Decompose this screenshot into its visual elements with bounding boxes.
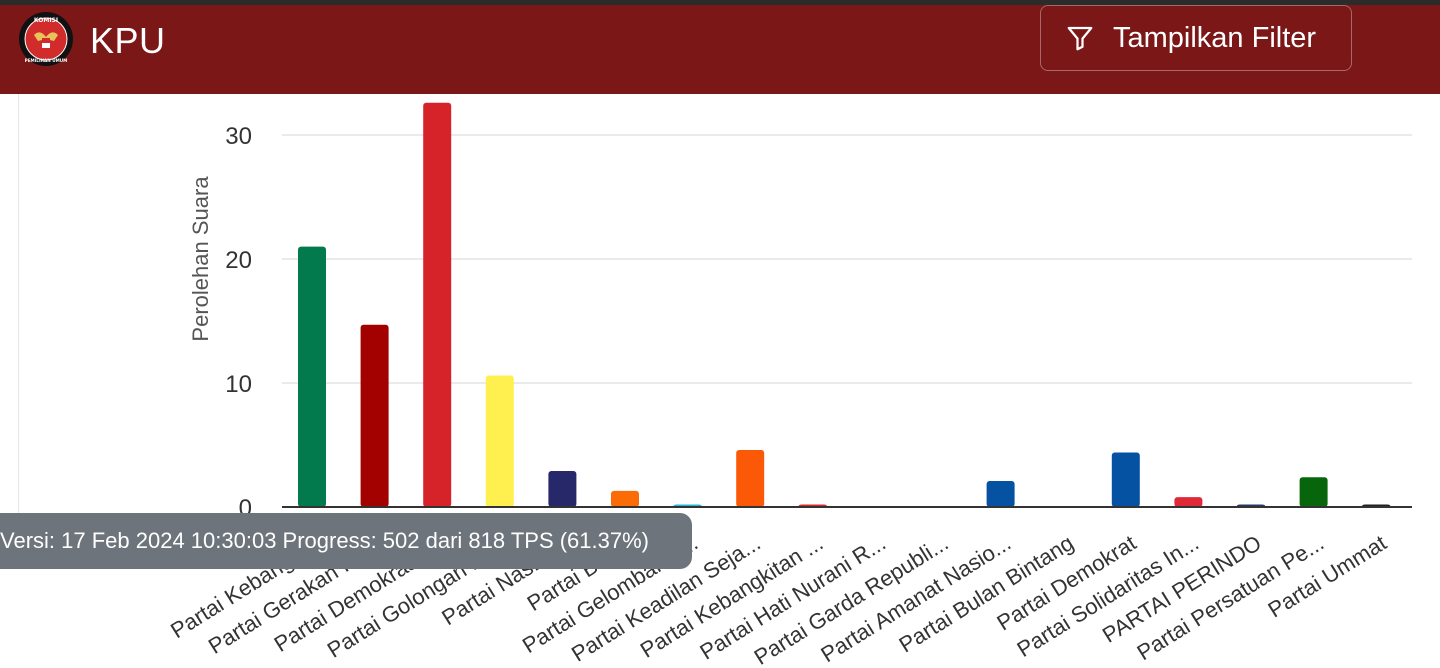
bar-16[interactable] [1299,477,1328,507]
chart-bars [298,102,1391,507]
panel-left-border [18,94,19,514]
y-tick-label: 30 [225,123,252,150]
y-tick-label: 10 [225,371,252,398]
app-header: KOMISI PEMILIHAN UMUM KPU Tampilkan Filt… [0,5,1440,94]
bar-4[interactable] [548,471,577,507]
version-progress-text: Versi: 17 Feb 2024 10:30:03 Progress: 50… [0,528,649,553]
window-top-strip [0,0,1440,5]
app-title: KPU [90,20,166,61]
kpu-logo: KOMISI PEMILIHAN UMUM [18,11,74,67]
bar-0[interactable] [298,246,326,507]
y-tick-label: 20 [225,247,252,274]
bar-5[interactable] [611,490,639,507]
bar-1[interactable] [360,324,389,507]
y-axis-title: Perolehan Suara [188,176,213,342]
show-filter-button[interactable]: Tampilkan Filter [1040,5,1352,71]
bar-11[interactable] [986,480,1015,507]
svg-text:PEMILIHAN UMUM: PEMILIHAN UMUM [25,58,68,63]
svg-text:KOMISI: KOMISI [34,17,58,24]
bar-2[interactable] [423,102,452,507]
show-filter-label: Tampilkan Filter [1113,21,1317,54]
bar-13[interactable] [1111,452,1140,507]
funnel-icon [1065,23,1095,53]
chart-grid [282,134,1412,384]
bar-7[interactable] [736,449,765,507]
bar-3[interactable] [485,375,514,507]
version-progress-tooltip: Versi: 17 Feb 2024 10:30:03 Progress: 50… [0,513,692,569]
bar-14[interactable] [1174,497,1203,507]
